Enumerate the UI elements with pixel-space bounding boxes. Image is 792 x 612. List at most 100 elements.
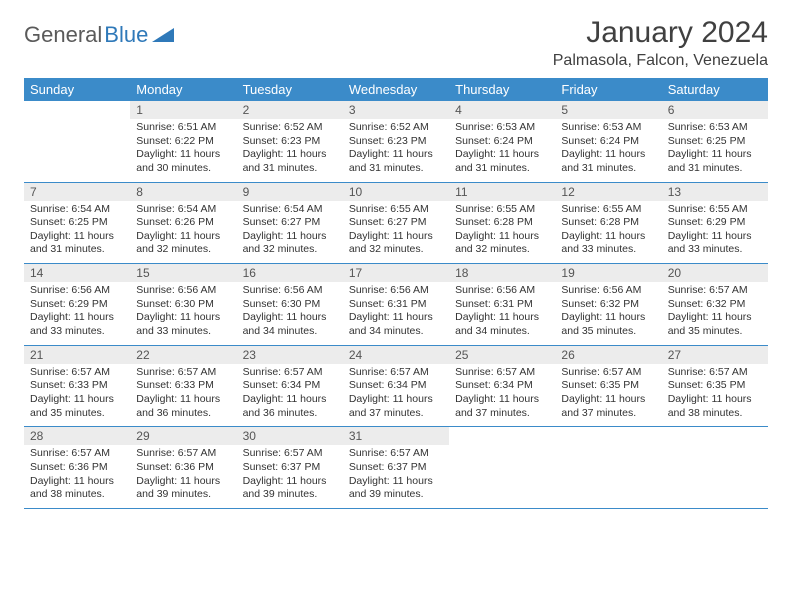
day-body-empty bbox=[662, 445, 768, 503]
sunset-line: Sunset: 6:30 PM bbox=[243, 298, 337, 312]
daylight-line: Daylight: 11 hours and 31 minutes. bbox=[455, 148, 549, 175]
sunrise-line: Sunrise: 6:57 AM bbox=[243, 366, 337, 380]
sunset-line: Sunset: 6:27 PM bbox=[349, 216, 443, 230]
day-body: Sunrise: 6:55 AMSunset: 6:28 PMDaylight:… bbox=[449, 201, 555, 264]
sunrise-line: Sunrise: 6:57 AM bbox=[30, 447, 124, 461]
sunrise-line: Sunrise: 6:57 AM bbox=[455, 366, 549, 380]
day-number: 12 bbox=[555, 183, 661, 201]
sunset-line: Sunset: 6:22 PM bbox=[136, 135, 230, 149]
sunset-line: Sunset: 6:28 PM bbox=[561, 216, 655, 230]
daylight-line: Daylight: 11 hours and 31 minutes. bbox=[30, 230, 124, 257]
sunrise-line: Sunrise: 6:53 AM bbox=[561, 121, 655, 135]
day-body: Sunrise: 6:55 AMSunset: 6:29 PMDaylight:… bbox=[662, 201, 768, 264]
sunset-line: Sunset: 6:37 PM bbox=[243, 461, 337, 475]
sunset-line: Sunset: 6:36 PM bbox=[136, 461, 230, 475]
day-number: 18 bbox=[449, 264, 555, 282]
weekday-header: Sunday bbox=[24, 78, 130, 101]
weekday-header: Monday bbox=[130, 78, 236, 101]
calendar-table: SundayMondayTuesdayWednesdayThursdayFrid… bbox=[24, 78, 768, 509]
calendar-day-cell: 3Sunrise: 6:52 AMSunset: 6:23 PMDaylight… bbox=[343, 101, 449, 182]
day-number: 13 bbox=[662, 183, 768, 201]
sunrise-line: Sunrise: 6:51 AM bbox=[136, 121, 230, 135]
daylight-line: Daylight: 11 hours and 34 minutes. bbox=[349, 311, 443, 338]
day-number: 21 bbox=[24, 346, 130, 364]
daylight-line: Daylight: 11 hours and 31 minutes. bbox=[243, 148, 337, 175]
calendar-week-row: 21Sunrise: 6:57 AMSunset: 6:33 PMDayligh… bbox=[24, 345, 768, 427]
calendar-head: SundayMondayTuesdayWednesdayThursdayFrid… bbox=[24, 78, 768, 101]
calendar-day-cell: 8Sunrise: 6:54 AMSunset: 6:26 PMDaylight… bbox=[130, 182, 236, 264]
day-body: Sunrise: 6:52 AMSunset: 6:23 PMDaylight:… bbox=[237, 119, 343, 182]
sunrise-line: Sunrise: 6:52 AM bbox=[243, 121, 337, 135]
day-body: Sunrise: 6:54 AMSunset: 6:26 PMDaylight:… bbox=[130, 201, 236, 264]
day-body-empty bbox=[24, 119, 130, 177]
daylight-line: Daylight: 11 hours and 35 minutes. bbox=[668, 311, 762, 338]
calendar-day-cell: 26Sunrise: 6:57 AMSunset: 6:35 PMDayligh… bbox=[555, 345, 661, 427]
day-body: Sunrise: 6:57 AMSunset: 6:33 PMDaylight:… bbox=[130, 364, 236, 427]
calendar-day-cell bbox=[449, 427, 555, 509]
sunset-line: Sunset: 6:31 PM bbox=[349, 298, 443, 312]
sunrise-line: Sunrise: 6:54 AM bbox=[30, 203, 124, 217]
calendar-body: 1Sunrise: 6:51 AMSunset: 6:22 PMDaylight… bbox=[24, 101, 768, 508]
sunrise-line: Sunrise: 6:57 AM bbox=[136, 366, 230, 380]
day-body: Sunrise: 6:57 AMSunset: 6:37 PMDaylight:… bbox=[343, 445, 449, 508]
daylight-line: Daylight: 11 hours and 36 minutes. bbox=[243, 393, 337, 420]
day-number: 24 bbox=[343, 346, 449, 364]
day-number: 2 bbox=[237, 101, 343, 119]
calendar-day-cell: 30Sunrise: 6:57 AMSunset: 6:37 PMDayligh… bbox=[237, 427, 343, 509]
sunset-line: Sunset: 6:37 PM bbox=[349, 461, 443, 475]
sunrise-line: Sunrise: 6:57 AM bbox=[668, 366, 762, 380]
day-number: 26 bbox=[555, 346, 661, 364]
day-number: 20 bbox=[662, 264, 768, 282]
calendar-day-cell: 6Sunrise: 6:53 AMSunset: 6:25 PMDaylight… bbox=[662, 101, 768, 182]
calendar-day-cell: 23Sunrise: 6:57 AMSunset: 6:34 PMDayligh… bbox=[237, 345, 343, 427]
weekday-header: Wednesday bbox=[343, 78, 449, 101]
day-number: 30 bbox=[237, 427, 343, 445]
day-body: Sunrise: 6:57 AMSunset: 6:34 PMDaylight:… bbox=[343, 364, 449, 427]
calendar-day-cell: 2Sunrise: 6:52 AMSunset: 6:23 PMDaylight… bbox=[237, 101, 343, 182]
day-number: 29 bbox=[130, 427, 236, 445]
day-number: 27 bbox=[662, 346, 768, 364]
sunset-line: Sunset: 6:34 PM bbox=[349, 379, 443, 393]
day-body: Sunrise: 6:54 AMSunset: 6:27 PMDaylight:… bbox=[237, 201, 343, 264]
sunset-line: Sunset: 6:26 PM bbox=[136, 216, 230, 230]
sunset-line: Sunset: 6:24 PM bbox=[455, 135, 549, 149]
day-body: Sunrise: 6:57 AMSunset: 6:36 PMDaylight:… bbox=[130, 445, 236, 508]
daylight-line: Daylight: 11 hours and 37 minutes. bbox=[349, 393, 443, 420]
day-body: Sunrise: 6:56 AMSunset: 6:32 PMDaylight:… bbox=[555, 282, 661, 345]
day-number-empty bbox=[449, 427, 555, 445]
daylight-line: Daylight: 11 hours and 36 minutes. bbox=[136, 393, 230, 420]
daylight-line: Daylight: 11 hours and 37 minutes. bbox=[561, 393, 655, 420]
day-number: 28 bbox=[24, 427, 130, 445]
calendar-day-cell: 20Sunrise: 6:57 AMSunset: 6:32 PMDayligh… bbox=[662, 264, 768, 346]
sunset-line: Sunset: 6:28 PM bbox=[455, 216, 549, 230]
sunrise-line: Sunrise: 6:53 AM bbox=[455, 121, 549, 135]
daylight-line: Daylight: 11 hours and 34 minutes. bbox=[455, 311, 549, 338]
calendar-week-row: 28Sunrise: 6:57 AMSunset: 6:36 PMDayligh… bbox=[24, 427, 768, 509]
sunset-line: Sunset: 6:23 PM bbox=[349, 135, 443, 149]
sunrise-line: Sunrise: 6:57 AM bbox=[668, 284, 762, 298]
day-number: 31 bbox=[343, 427, 449, 445]
day-number: 11 bbox=[449, 183, 555, 201]
day-body-empty bbox=[555, 445, 661, 503]
daylight-line: Daylight: 11 hours and 39 minutes. bbox=[136, 475, 230, 502]
weekday-header: Saturday bbox=[662, 78, 768, 101]
calendar-day-cell: 29Sunrise: 6:57 AMSunset: 6:36 PMDayligh… bbox=[130, 427, 236, 509]
sunset-line: Sunset: 6:33 PM bbox=[30, 379, 124, 393]
daylight-line: Daylight: 11 hours and 30 minutes. bbox=[136, 148, 230, 175]
day-body: Sunrise: 6:57 AMSunset: 6:33 PMDaylight:… bbox=[24, 364, 130, 427]
daylight-line: Daylight: 11 hours and 31 minutes. bbox=[668, 148, 762, 175]
sunrise-line: Sunrise: 6:56 AM bbox=[349, 284, 443, 298]
sunrise-line: Sunrise: 6:57 AM bbox=[561, 366, 655, 380]
sunrise-line: Sunrise: 6:57 AM bbox=[243, 447, 337, 461]
day-body: Sunrise: 6:57 AMSunset: 6:34 PMDaylight:… bbox=[449, 364, 555, 427]
month-title: January 2024 bbox=[553, 16, 768, 50]
day-number: 3 bbox=[343, 101, 449, 119]
calendar-day-cell: 27Sunrise: 6:57 AMSunset: 6:35 PMDayligh… bbox=[662, 345, 768, 427]
day-number-empty bbox=[555, 427, 661, 445]
calendar-day-cell: 11Sunrise: 6:55 AMSunset: 6:28 PMDayligh… bbox=[449, 182, 555, 264]
sunrise-line: Sunrise: 6:52 AM bbox=[349, 121, 443, 135]
calendar-day-cell: 31Sunrise: 6:57 AMSunset: 6:37 PMDayligh… bbox=[343, 427, 449, 509]
calendar-week-row: 1Sunrise: 6:51 AMSunset: 6:22 PMDaylight… bbox=[24, 101, 768, 182]
sunset-line: Sunset: 6:34 PM bbox=[243, 379, 337, 393]
sunrise-line: Sunrise: 6:56 AM bbox=[30, 284, 124, 298]
